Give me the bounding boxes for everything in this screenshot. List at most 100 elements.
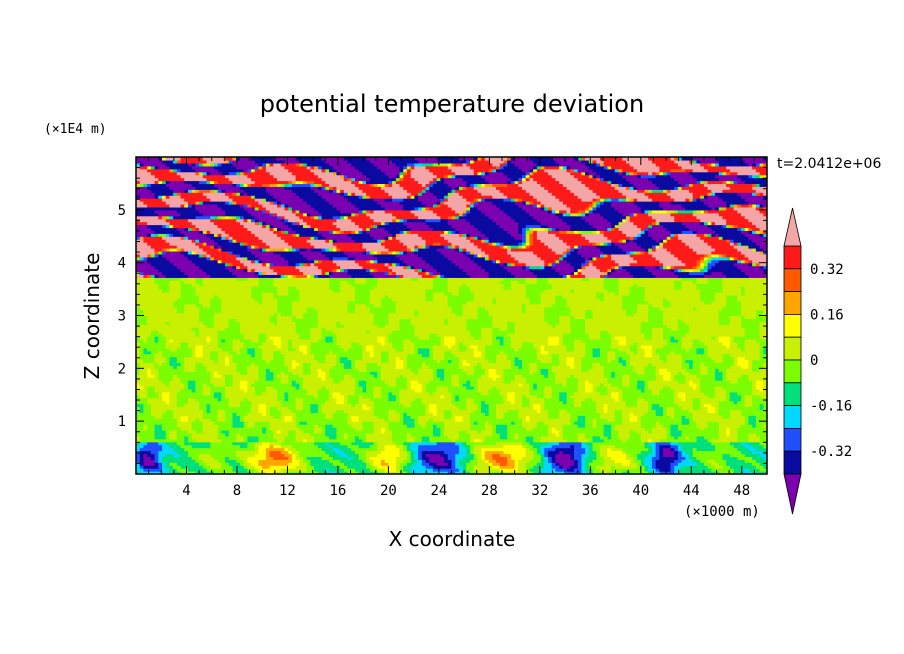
- field-cell: [484, 233, 512, 237]
- field-cell: [585, 341, 612, 346]
- field-cell: [213, 233, 219, 237]
- field-cell: [551, 303, 568, 308]
- field-cell: [644, 365, 657, 369]
- field-cell: [551, 192, 575, 196]
- field-cell: [336, 341, 352, 346]
- field-cell: [603, 201, 612, 205]
- field-cell: [752, 186, 767, 190]
- field-cell: [325, 427, 338, 431]
- field-cell: [432, 412, 438, 416]
- field-cell: [696, 347, 705, 352]
- field-cell: [522, 397, 531, 402]
- field-cell: [533, 242, 545, 246]
- field-cell: [655, 374, 664, 378]
- field-cell: [466, 321, 493, 325]
- field-cell: [573, 356, 583, 361]
- field-cell: [143, 347, 148, 352]
- field-cell: [295, 209, 300, 214]
- field-cell: [258, 459, 293, 463]
- field-cell: [525, 245, 531, 249]
- field-cell: [733, 471, 746, 474]
- field-cell: [225, 385, 241, 390]
- field-cell: [525, 224, 542, 229]
- field-cell: [380, 374, 401, 378]
- field-cell: [154, 362, 159, 366]
- field-cell: [503, 283, 512, 287]
- field-cell: [143, 183, 148, 187]
- field-cell: [362, 189, 386, 193]
- field-cell: [640, 435, 668, 440]
- field-cell: [633, 239, 657, 243]
- field-cell: [161, 424, 178, 428]
- field-cell: [325, 359, 338, 364]
- field-cell: [651, 391, 660, 396]
- field-cell: [221, 465, 234, 469]
- field-cell: [599, 362, 623, 366]
- field-cell: [707, 394, 716, 399]
- field-cell: [176, 424, 193, 428]
- field-cell: [451, 206, 467, 211]
- field-cell: [622, 306, 638, 311]
- field-cell: [147, 321, 167, 325]
- field-cell: [373, 406, 427, 411]
- field-cell: [729, 380, 738, 384]
- field-cell: [347, 253, 375, 258]
- field-cell: [354, 377, 382, 381]
- field-cell: [718, 412, 731, 416]
- field-cell: [295, 262, 300, 267]
- field-cell: [265, 333, 300, 337]
- field-cell: [136, 315, 148, 320]
- field-cell: [570, 262, 583, 267]
- field-cell: [388, 336, 419, 340]
- field-cell: [366, 403, 375, 408]
- field-cell: [492, 462, 501, 466]
- field-cell: [221, 227, 248, 231]
- field-cell: [158, 268, 182, 273]
- field-cell: [666, 297, 701, 302]
- field-cell: [529, 227, 534, 231]
- field-cell: [536, 368, 542, 372]
- field-cell: [247, 209, 263, 214]
- field-cell: [533, 383, 538, 387]
- field-cell: [677, 327, 690, 331]
- field-cell: [466, 247, 482, 252]
- field-cell: [254, 245, 260, 249]
- field-cell: [451, 215, 456, 220]
- field-cell: [432, 429, 441, 434]
- field-cell: [232, 215, 237, 220]
- field-cell: [637, 456, 646, 460]
- field-cell: [655, 265, 660, 270]
- field-cell: [280, 201, 308, 205]
- field-cell: [737, 265, 761, 270]
- field-cell: [280, 403, 297, 408]
- field-cell: [444, 230, 449, 234]
- field-cell: [410, 385, 423, 390]
- field-cell: [525, 377, 557, 381]
- field-cell: [577, 424, 586, 428]
- field-cell: [340, 265, 364, 270]
- field-cell: [176, 432, 193, 437]
- field-cell: [436, 195, 445, 199]
- field-cell: [392, 341, 404, 346]
- field-cell: [536, 218, 564, 223]
- field-cell: [763, 195, 767, 199]
- field-cell: [548, 280, 605, 284]
- field-cell: [677, 447, 683, 452]
- field-cell: [596, 227, 608, 231]
- field-cell: [592, 256, 597, 261]
- field-cell: [681, 450, 686, 455]
- field-cell: [551, 227, 557, 231]
- field-cell: [403, 221, 427, 226]
- field-cell: [451, 230, 456, 234]
- field-cell: [729, 341, 738, 346]
- field-cell: [458, 377, 479, 381]
- field-cell: [525, 265, 531, 270]
- field-cell: [136, 230, 156, 234]
- field-cell: [410, 400, 423, 405]
- field-cell: [540, 450, 545, 455]
- field-cell: [191, 227, 196, 231]
- field-cell: [347, 444, 360, 449]
- field-cell: [540, 371, 549, 375]
- field-cell: [288, 224, 304, 229]
- field-cell: [559, 259, 568, 264]
